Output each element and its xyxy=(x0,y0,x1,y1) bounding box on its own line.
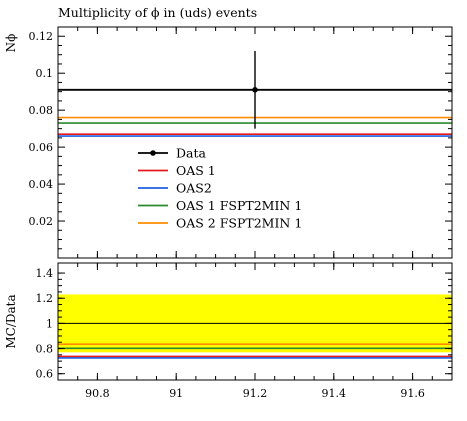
lower-y-tick-label: 0.8 xyxy=(36,343,54,356)
lower-y-tick-label: 0.6 xyxy=(36,368,54,381)
upper-y-tick-label: 0.1 xyxy=(36,67,54,80)
legend-label-0: Data xyxy=(176,146,206,161)
legend-label-3: OAS 1 FSPT2MIN 1 xyxy=(176,198,302,213)
chart-title: Multiplicity of ϕ in (uds) events xyxy=(58,5,257,20)
lower-y-tick-label: 1.2 xyxy=(36,292,54,305)
legend-data-marker xyxy=(150,150,156,156)
x-tick-label: 90.8 xyxy=(85,387,110,400)
data-point xyxy=(252,87,258,93)
upper-y-axis-label: Nϕ xyxy=(4,34,18,53)
upper-y-tick-label: 0.12 xyxy=(29,30,54,43)
legend-label-1: OAS 1 xyxy=(176,163,216,178)
lower-y-axis-label: MC/Data xyxy=(4,294,18,348)
x-tick-label: 91.4 xyxy=(322,387,347,400)
x-tick-label: 91.2 xyxy=(243,387,268,400)
upper-y-tick-label: 0.06 xyxy=(29,141,54,154)
upper-y-tick-label: 0.08 xyxy=(29,104,54,117)
legend-label-2: OAS2 xyxy=(176,181,212,196)
upper-y-tick-label: 0.04 xyxy=(29,178,54,191)
legend-label-4: OAS 2 FSPT2MIN 1 xyxy=(176,216,302,231)
upper-y-tick-label: 0.02 xyxy=(29,215,54,228)
lower-y-tick-label: 1 xyxy=(46,317,53,330)
x-tick-label: 91.6 xyxy=(400,387,425,400)
x-tick-label: 91 xyxy=(169,387,183,400)
lower-y-tick-label: 1.4 xyxy=(36,267,54,280)
